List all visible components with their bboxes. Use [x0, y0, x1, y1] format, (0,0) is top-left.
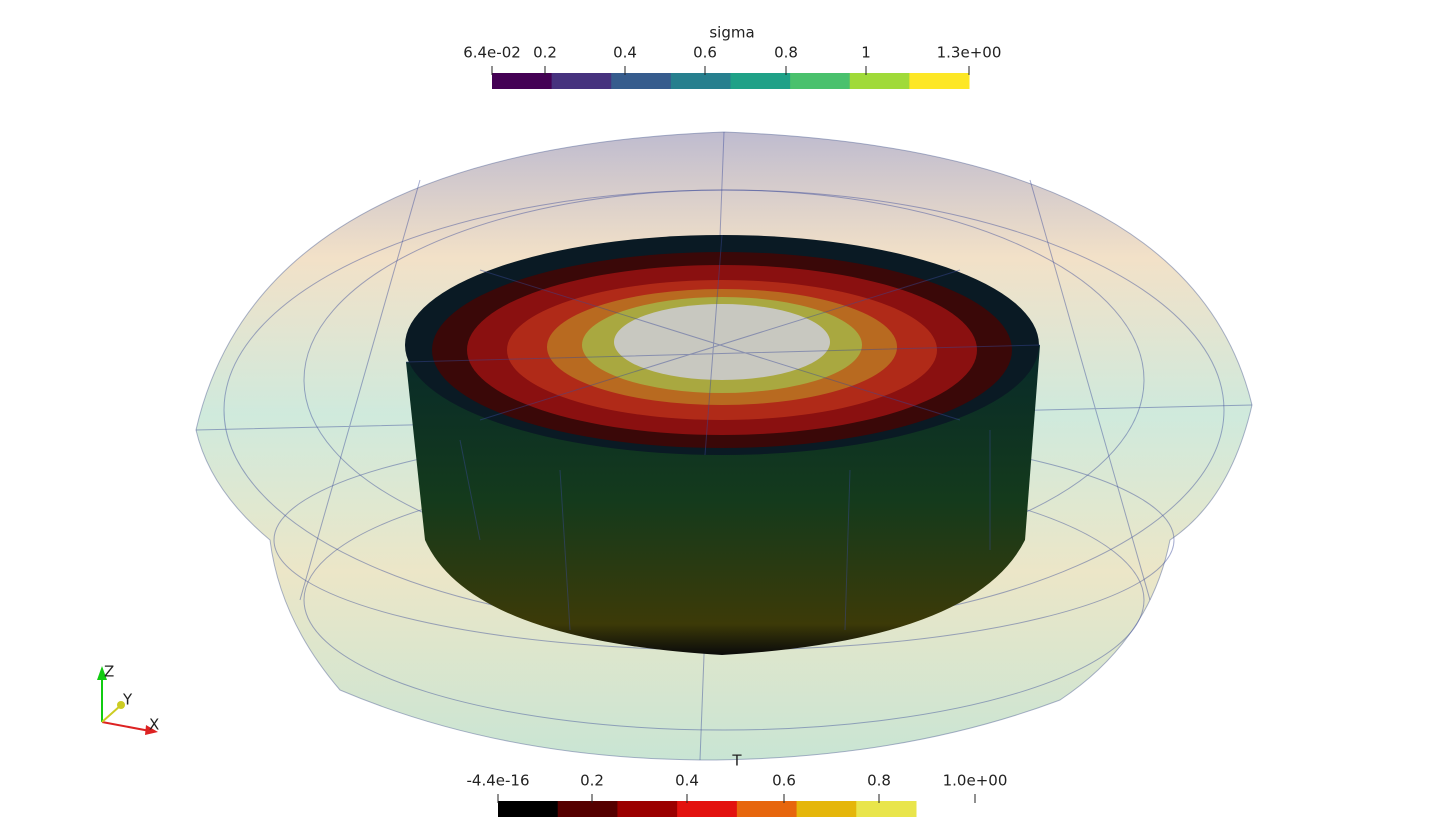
y-arrow [117, 701, 125, 709]
y-axis [101, 705, 121, 723]
x-arrow [145, 725, 158, 735]
axis-label: X [149, 716, 159, 734]
colorbar-tick-label: 1.0e+00 [943, 772, 1008, 790]
colorbar-tick-label: 6.4e-02 [463, 44, 521, 62]
colorbar-segment [611, 73, 672, 89]
axis-label: Y [122, 691, 133, 709]
colorbar-segment [796, 801, 857, 817]
colorbar-segment [677, 801, 738, 817]
colorbar-segment [557, 801, 618, 817]
inner-cylinder [405, 234, 1041, 655]
colorbar-segment [790, 73, 851, 89]
colorbar-segment [730, 73, 791, 89]
colorbar-tick-label: 0.6 [693, 44, 717, 62]
x-axis [101, 721, 151, 732]
colorbar-tick-label: 0.8 [867, 772, 891, 790]
colorbar-segment [736, 801, 798, 817]
colorbar-segment [498, 801, 559, 817]
axes-triad: Z Y X [97, 663, 159, 735]
colorbar-tick-label: 0.8 [774, 44, 798, 62]
colorbar-segment [551, 73, 612, 89]
colorbar-tick-label: 1.3e+00 [937, 44, 1002, 62]
axis-label: Z [104, 663, 114, 681]
colorbar-tick-label: 0.2 [533, 44, 557, 62]
colorbar-title: sigma [709, 24, 754, 42]
colorbar-segment [617, 801, 678, 817]
colorbar-tick-label: 1 [861, 44, 871, 62]
colorbar-segment [856, 801, 917, 817]
colorbar-title: T [731, 752, 742, 770]
colorbar-tick-label: 0.4 [675, 772, 699, 790]
colorbar-segment [849, 73, 910, 89]
colorbar-tick-label: 0.2 [580, 772, 604, 790]
colorbar-tick-label: 0.6 [772, 772, 796, 790]
colorbar-tick-label: -4.4e-16 [467, 772, 530, 790]
colorbar-segment [909, 73, 970, 89]
colorbar-segment [670, 73, 731, 89]
colorbar-tick-label: 0.4 [613, 44, 637, 62]
colorbar-segment [492, 73, 553, 89]
z-arrow [97, 666, 107, 680]
